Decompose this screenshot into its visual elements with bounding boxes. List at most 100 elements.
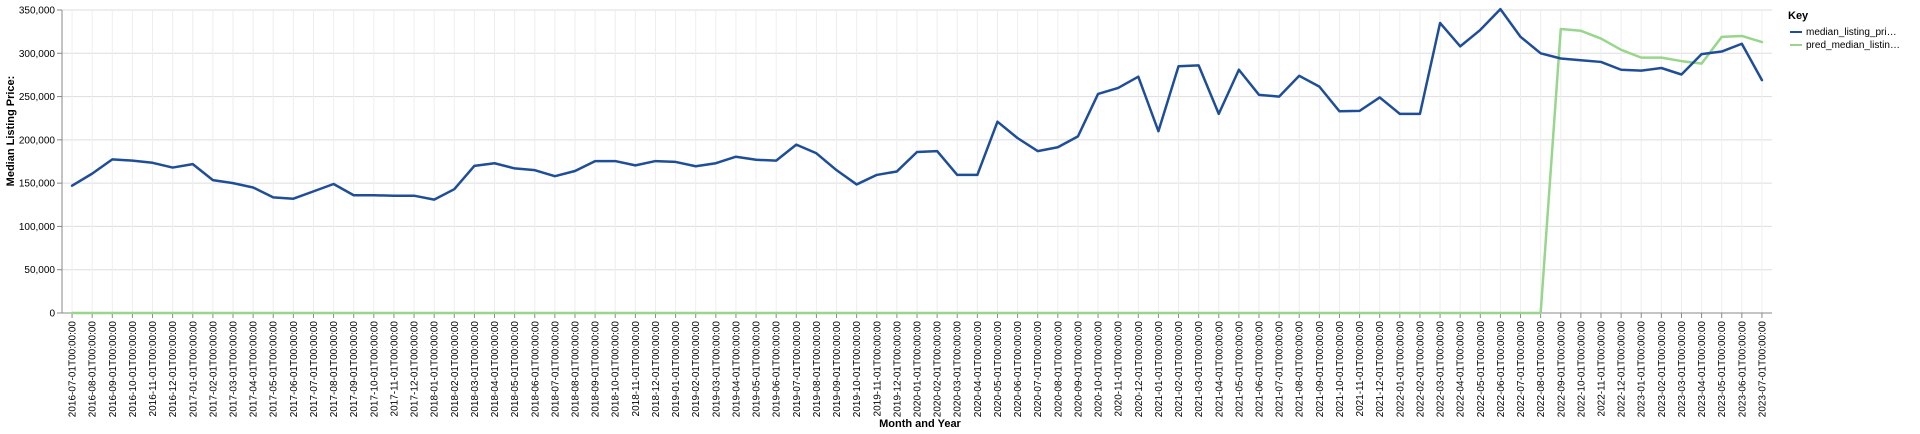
x-tick-label: 2023-04-01T00:00:00 xyxy=(1697,321,1708,418)
y-tick-label: 300,000 xyxy=(19,49,56,60)
x-tick-label: 2021-02-01T00:00:00 xyxy=(1174,321,1185,418)
y-tick-label: 0 xyxy=(49,309,55,320)
x-tick-label: 2018-07-01T00:00:00 xyxy=(550,321,561,418)
x-tick-label: 2018-02-01T00:00:00 xyxy=(450,321,461,418)
x-tick-label: 2022-04-01T00:00:00 xyxy=(1456,321,1467,418)
x-tick-label: 2019-01-01T00:00:00 xyxy=(671,321,682,418)
x-tick-label: 2021-10-01T00:00:00 xyxy=(1335,321,1346,418)
x-tick-label: 2020-11-01T00:00:00 xyxy=(1114,321,1125,417)
x-tick-label: 2016-08-01T00:00:00 xyxy=(88,321,99,418)
x-tick-label: 2022-01-01T00:00:00 xyxy=(1395,321,1406,418)
x-tick-label: 2018-09-01T00:00:00 xyxy=(591,321,602,418)
x-tick-label: 2017-06-01T00:00:00 xyxy=(289,321,300,418)
x-tick-label: 2018-12-01T00:00:00 xyxy=(651,321,662,418)
x-tick-label: 2016-10-01T00:00:00 xyxy=(128,321,139,418)
x-tick-label: 2018-01-01T00:00:00 xyxy=(430,321,441,418)
x-tick-label: 2019-05-01T00:00:00 xyxy=(752,321,763,418)
legend-label-median-listing: median_listing_pri… xyxy=(1806,27,1897,38)
x-tick-label: 2018-06-01T00:00:00 xyxy=(530,321,541,418)
x-tick-label: 2020-03-01T00:00:00 xyxy=(953,321,964,418)
x-tick-label: 2023-05-01T00:00:00 xyxy=(1717,321,1728,418)
x-tick-label: 2017-12-01T00:00:00 xyxy=(410,321,421,418)
x-tick-label: 2016-07-01T00:00:00 xyxy=(68,321,79,418)
y-tick-label: 100,000 xyxy=(19,222,56,233)
x-tick-label: 2019-07-01T00:00:00 xyxy=(792,321,803,418)
y-tick-label: 200,000 xyxy=(19,135,56,146)
legend-item-pred-median-listing: pred_median_listin… xyxy=(1790,40,1900,51)
x-tick-label: 2022-11-01T00:00:00 xyxy=(1597,321,1608,417)
x-tick-label: 2023-01-01T00:00:00 xyxy=(1637,321,1648,418)
x-tick-label: 2021-09-01T00:00:00 xyxy=(1315,321,1326,418)
legend-label-pred-median-listing: pred_median_listin… xyxy=(1806,40,1900,51)
x-tick-label: 2017-10-01T00:00:00 xyxy=(369,321,380,418)
x-tick-label: 2019-12-01T00:00:00 xyxy=(892,321,903,418)
x-tick-label: 2019-11-01T00:00:00 xyxy=(872,321,883,417)
x-tick-label: 2016-09-01T00:00:00 xyxy=(108,321,119,418)
x-tick-label: 2020-07-01T00:00:00 xyxy=(1033,321,1044,418)
x-tick-label: 2020-06-01T00:00:00 xyxy=(1013,321,1024,418)
x-tick-label: 2021-08-01T00:00:00 xyxy=(1295,321,1306,418)
x-tick-label: 2021-04-01T00:00:00 xyxy=(1214,321,1225,418)
x-tick-label: 2019-06-01T00:00:00 xyxy=(772,321,783,418)
x-tick-label: 2020-02-01T00:00:00 xyxy=(933,321,944,418)
x-tick-label: 2023-06-01T00:00:00 xyxy=(1737,321,1748,418)
x-tick-label: 2019-08-01T00:00:00 xyxy=(812,321,823,418)
x-tick-label: 2023-02-01T00:00:00 xyxy=(1657,321,1668,418)
x-tick-label: 2017-05-01T00:00:00 xyxy=(269,321,280,418)
x-axis-title: Month and Year xyxy=(879,418,961,430)
x-tick-label: 2022-08-01T00:00:00 xyxy=(1536,321,1547,418)
x-tick-label: 2021-05-01T00:00:00 xyxy=(1234,321,1245,418)
x-tick-label: 2019-02-01T00:00:00 xyxy=(691,321,702,418)
x-tick-label: 2021-06-01T00:00:00 xyxy=(1255,321,1266,418)
x-tick-label: 2018-10-01T00:00:00 xyxy=(611,321,622,418)
x-tick-label: 2018-08-01T00:00:00 xyxy=(571,321,582,418)
x-tick-label: 2019-10-01T00:00:00 xyxy=(852,321,863,418)
x-tick-label: 2023-03-01T00:00:00 xyxy=(1677,321,1688,418)
x-tick-label: 2017-11-01T00:00:00 xyxy=(389,321,400,417)
x-tick-label: 2021-12-01T00:00:00 xyxy=(1375,321,1386,418)
y-tick-label: 250,000 xyxy=(19,92,56,103)
x-tick-label: 2020-09-01T00:00:00 xyxy=(1073,321,1084,418)
x-tick-label: 2017-09-01T00:00:00 xyxy=(349,321,360,418)
series-line-pred-median-listing xyxy=(70,27,1764,315)
x-tick-label: 2020-05-01T00:00:00 xyxy=(993,321,1004,418)
x-tick-label: 2016-12-01T00:00:00 xyxy=(168,321,179,418)
series-lines xyxy=(70,7,1764,315)
x-tick-label: 2017-02-01T00:00:00 xyxy=(208,321,219,418)
x-tick-label: 2019-03-01T00:00:00 xyxy=(711,321,722,418)
x-tick-label: 2018-05-01T00:00:00 xyxy=(510,321,521,418)
series-line-median-listing xyxy=(70,7,1764,201)
x-tick-label: 2018-11-01T00:00:00 xyxy=(631,321,642,417)
x-tick-label: 2021-01-01T00:00:00 xyxy=(1154,321,1165,418)
y-tick-label: 150,000 xyxy=(19,179,56,190)
x-tick-label: 2021-11-01T00:00:00 xyxy=(1355,321,1366,417)
x-tick-label: 2022-07-01T00:00:00 xyxy=(1516,321,1527,418)
x-tick-label: 2021-07-01T00:00:00 xyxy=(1275,321,1286,418)
x-tick-label: 2020-10-01T00:00:00 xyxy=(1094,321,1105,418)
x-tick-label: 2017-01-01T00:00:00 xyxy=(188,321,199,418)
x-tick-label: 2017-03-01T00:00:00 xyxy=(229,321,240,418)
gridlines xyxy=(62,9,1772,314)
x-tick-label: 2017-07-01T00:00:00 xyxy=(309,321,320,418)
x-tick-label: 2022-09-01T00:00:00 xyxy=(1556,321,1567,418)
x-tick-label: 2020-08-01T00:00:00 xyxy=(1053,321,1064,418)
x-tick-label: 2022-10-01T00:00:00 xyxy=(1576,321,1587,418)
x-tick-label: 2020-01-01T00:00:00 xyxy=(913,321,924,418)
x-tick-label: 2022-03-01T00:00:00 xyxy=(1436,321,1447,418)
x-tick-label: 2022-12-01T00:00:00 xyxy=(1617,321,1628,418)
legend-item-median-listing: median_listing_pri… xyxy=(1790,27,1897,38)
x-tick-label: 2023-07-01T00:00:00 xyxy=(1757,321,1768,418)
axes: 0 50,000 100,000 150,000 200,000 250,000 300,0… xyxy=(19,6,1772,418)
x-tick-label: 2017-08-01T00:00:00 xyxy=(329,321,340,418)
legend: Key median_listing_pri… pred_median_list… xyxy=(1788,10,1900,51)
x-tick-label: 2022-06-01T00:00:00 xyxy=(1496,321,1507,418)
x-tick-label: 2019-09-01T00:00:00 xyxy=(832,321,843,418)
legend-title: Key xyxy=(1788,10,1809,22)
y-tick-label: 350,000 xyxy=(19,6,56,17)
x-tick-label: 2016-11-01T00:00:00 xyxy=(148,321,159,417)
x-tick-label: 2018-04-01T00:00:00 xyxy=(490,321,501,418)
x-tick-label: 2022-02-01T00:00:00 xyxy=(1415,321,1426,418)
x-tick-label: 2019-04-01T00:00:00 xyxy=(731,321,742,418)
